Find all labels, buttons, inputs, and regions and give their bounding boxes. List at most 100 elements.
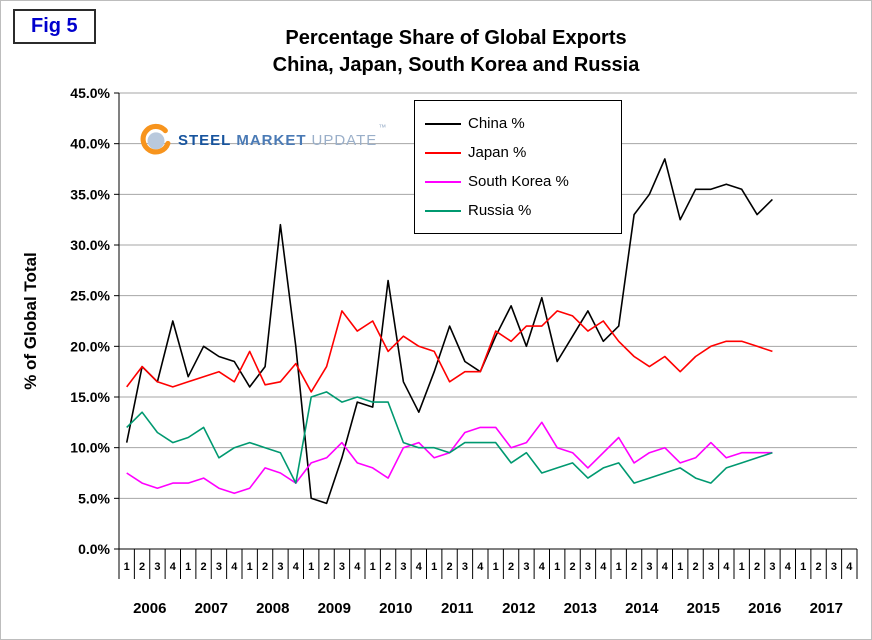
figure-label-text: Fig 5 — [31, 15, 78, 37]
x-year-label: 2015 — [687, 600, 720, 617]
x-year-label: 2013 — [564, 600, 597, 617]
x-quarter-label: 1 — [554, 561, 560, 573]
y-tick-label: 0.0% — [78, 541, 110, 557]
x-year-label: 2007 — [195, 600, 228, 617]
x-quarter-label: 3 — [769, 561, 775, 573]
x-quarter-label: 4 — [539, 561, 546, 573]
x-quarter-label: 4 — [846, 561, 853, 573]
x-quarter-label: 1 — [431, 561, 437, 573]
smu-logo: STEEL MARKET UPDATE ™ — [139, 123, 386, 157]
x-quarter-label: 1 — [308, 561, 314, 573]
x-quarter-label: 1 — [800, 561, 806, 573]
figure-label: Fig 5 — [13, 9, 96, 44]
y-tick-label: 5.0% — [78, 490, 110, 506]
chart-legend: China % Japan % South Korea % Russia % — [414, 100, 622, 234]
smu-logo-globe-icon — [140, 123, 171, 155]
x-quarter-label: 2 — [262, 561, 268, 573]
x-quarter-label: 4 — [231, 561, 238, 573]
x-quarter-label: 4 — [662, 561, 669, 573]
legend-item-south-korea: South Korea % — [425, 167, 611, 196]
x-quarter-label: 4 — [354, 561, 361, 573]
x-year-label: 2010 — [379, 600, 412, 617]
x-quarter-label: 1 — [677, 561, 683, 573]
x-quarter-label: 3 — [400, 561, 406, 573]
x-quarter-label: 3 — [277, 561, 283, 573]
legend-item-china: China % — [425, 109, 611, 138]
legend-line-sample — [425, 151, 461, 154]
x-year-label: 2008 — [256, 600, 289, 617]
x-quarter-label: 2 — [693, 561, 699, 573]
x-quarter-label: 2 — [324, 561, 330, 573]
x-quarter-label: 2 — [201, 561, 207, 573]
x-year-label: 2012 — [502, 600, 535, 617]
x-quarter-label: 3 — [646, 561, 652, 573]
legend-label: China % — [468, 115, 525, 132]
x-quarter-label: 2 — [139, 561, 145, 573]
y-axis-title: % of Global Total — [21, 252, 40, 390]
x-quarter-label: 4 — [785, 561, 792, 573]
x-year-label: 2011 — [441, 600, 474, 617]
x-year-label: 2009 — [318, 600, 351, 617]
legend-line-sample — [425, 180, 461, 183]
x-quarter-label: 2 — [570, 561, 576, 573]
y-tick-label: 35.0% — [70, 186, 110, 202]
logo-trademark: ™ — [378, 123, 387, 132]
x-quarter-label: 3 — [831, 561, 837, 573]
x-quarter-label: 2 — [816, 561, 822, 573]
x-quarter-label: 1 — [493, 561, 499, 573]
x-quarter-label: 3 — [462, 561, 468, 573]
y-tick-label: 40.0% — [70, 136, 110, 152]
series-line-japan — [126, 310, 773, 393]
x-quarter-label: 1 — [124, 561, 130, 573]
legend-line-sample — [425, 209, 461, 212]
y-tick-label: 30.0% — [70, 237, 110, 253]
chart-title-line2: China, Japan, South Korea and Russia — [272, 54, 640, 76]
logo-word-steel: STEEL — [178, 131, 232, 149]
logo-word-market: MARKET — [236, 131, 307, 149]
x-quarter-label: 2 — [447, 561, 453, 573]
y-tick-label: 15.0% — [70, 389, 110, 405]
x-year-label: 2016 — [748, 600, 781, 617]
x-quarter-label: 4 — [723, 561, 730, 573]
x-quarter-label: 3 — [523, 561, 529, 573]
legend-item-russia: Russia % — [425, 196, 611, 225]
series-line-russia — [126, 391, 773, 484]
y-tick-label: 20.0% — [70, 338, 110, 354]
x-quarter-label: 4 — [477, 561, 484, 573]
y-tick-label: 10.0% — [70, 440, 110, 456]
series-line-south-korea — [126, 421, 773, 495]
x-quarter-label: 4 — [170, 561, 177, 573]
x-quarter-label: 2 — [385, 561, 391, 573]
x-quarter-label: 1 — [185, 561, 191, 573]
series-line-china — [125, 158, 773, 505]
x-quarter-label: 1 — [247, 561, 253, 573]
x-quarter-label: 4 — [600, 561, 607, 573]
x-quarter-label: 3 — [154, 561, 160, 573]
legend-line-sample — [425, 122, 461, 125]
x-quarter-label: 3 — [216, 561, 222, 573]
x-year-label: 2017 — [810, 600, 843, 617]
logo-word-update: UPDATE — [311, 131, 378, 149]
legend-label: Russia % — [468, 202, 532, 219]
y-tick-label: 25.0% — [70, 288, 110, 304]
x-quarter-label: 2 — [508, 561, 514, 573]
chart-title-line1: Percentage Share of Global Exports — [285, 27, 627, 49]
x-quarter-label: 4 — [416, 561, 423, 573]
x-quarter-label: 3 — [585, 561, 591, 573]
chart-title: Percentage Share of Global Exports China… — [1, 25, 871, 79]
x-quarter-label: 3 — [339, 561, 345, 573]
x-quarter-label: 3 — [708, 561, 714, 573]
legend-label: Japan % — [468, 144, 527, 161]
x-year-label: 2014 — [625, 600, 659, 617]
x-quarter-label: 4 — [293, 561, 300, 573]
x-quarter-label: 2 — [631, 561, 637, 573]
y-tick-label: 45.0% — [70, 85, 110, 101]
x-quarter-label: 2 — [754, 561, 760, 573]
x-quarter-label: 1 — [739, 561, 745, 573]
x-year-label: 2006 — [133, 600, 166, 617]
x-quarter-label: 1 — [616, 561, 622, 573]
legend-label: South Korea % — [468, 173, 569, 190]
x-quarter-label: 1 — [370, 561, 376, 573]
